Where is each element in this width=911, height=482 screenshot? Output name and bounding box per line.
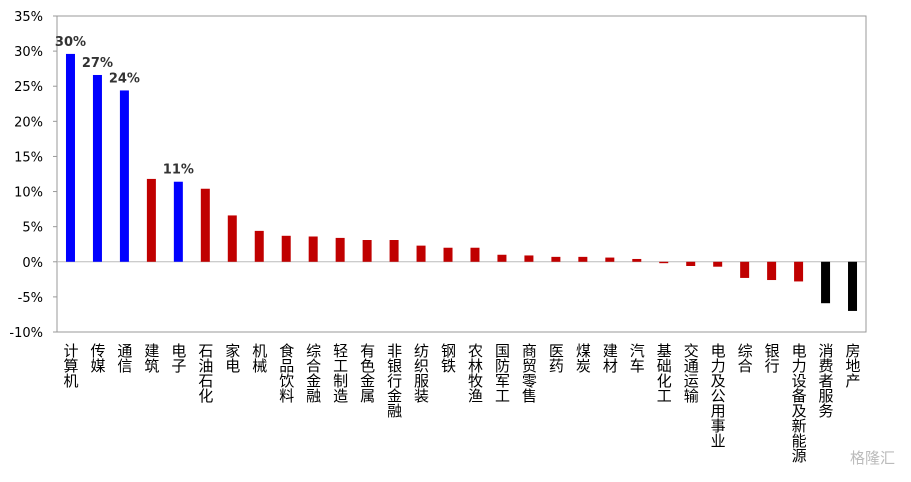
bar: [173, 181, 183, 262]
y-tick-label: 35%: [14, 10, 43, 25]
bar: [848, 261, 858, 311]
x-tick-label: 建筑: [142, 343, 160, 374]
y-tick-label: -10%: [9, 326, 43, 341]
bar: [821, 261, 831, 304]
y-tick-label: 15%: [14, 150, 43, 165]
x-tick-label: 交通运输: [682, 342, 700, 403]
bar: [524, 255, 534, 262]
bar: [497, 254, 507, 262]
bar: [227, 215, 237, 262]
bar: [308, 236, 318, 262]
bar: [416, 245, 426, 262]
x-tick-label: 电力设备及新能源: [790, 343, 808, 463]
bar: [470, 247, 480, 262]
value-label: 24%: [109, 71, 140, 86]
plot-frame: [56, 15, 867, 333]
bar: [335, 237, 345, 262]
x-tick-label: 综合金融: [304, 343, 322, 403]
x-tick-label: 商贸零售: [520, 343, 538, 403]
x-tick-label: 医药: [547, 343, 565, 374]
bar: [794, 261, 804, 282]
bar: [146, 178, 156, 262]
x-tick-label: 家电: [223, 343, 241, 373]
bar: [551, 256, 561, 262]
x-tick-label: 食品饮料: [277, 343, 295, 403]
bar: [443, 247, 453, 262]
y-tick-label: 10%: [14, 186, 43, 201]
x-tick-label: 房地产: [844, 343, 862, 388]
bar: [578, 256, 588, 262]
bar: [713, 261, 723, 267]
x-tick-label: 纺织服装: [412, 343, 430, 403]
x-tick-label: 计算机: [61, 343, 79, 389]
y-tick-label: 5%: [22, 221, 43, 236]
y-tick-label: 30%: [14, 45, 43, 60]
bar: [740, 261, 750, 278]
x-tick-label: 国防军工: [493, 343, 511, 403]
bar: [65, 53, 75, 262]
bar: [659, 261, 669, 264]
y-tick-label: 25%: [14, 80, 43, 95]
x-tick-label: 非银行金融: [385, 343, 403, 418]
watermark: 格隆汇: [850, 449, 895, 467]
x-tick-label: 通信: [115, 343, 133, 373]
bar: [200, 188, 210, 262]
x-tick-label: 钢铁: [439, 343, 457, 373]
y-tick-label: -5%: [18, 291, 43, 306]
x-tick-label: 石油石化: [196, 343, 214, 403]
x-tick-label: 消费者服务: [817, 343, 835, 419]
x-tick-label: 轻工制造: [331, 343, 349, 404]
x-tick-label: 电子: [169, 343, 187, 373]
y-tick-label: 0%: [22, 256, 43, 271]
bar: [362, 240, 372, 262]
x-tick-label: 机械: [250, 343, 268, 373]
bar: [281, 235, 291, 262]
x-tick-label: 煤炭: [574, 343, 592, 373]
x-tick-label: 建材: [601, 343, 619, 373]
x-tick-label: 银行: [763, 343, 781, 374]
bar: [119, 90, 129, 262]
y-tick-label: 20%: [14, 115, 43, 130]
bar: [686, 261, 696, 266]
x-tick-label: 综合: [736, 343, 754, 373]
x-tick-label: 电力及公用事业: [709, 343, 727, 448]
bar: [632, 258, 642, 262]
bar: [767, 261, 777, 281]
value-label: 11%: [163, 163, 194, 178]
bar: [254, 230, 264, 262]
bar: [389, 240, 399, 262]
bar: [92, 74, 102, 262]
x-tick-label: 农林牧渔: [466, 343, 484, 403]
value-label: 27%: [82, 56, 113, 71]
x-tick-label: 传媒: [88, 343, 106, 373]
x-tick-label: 基础化工: [655, 343, 673, 403]
x-tick-label: 有色金属: [358, 343, 376, 403]
bar: [605, 257, 615, 262]
x-tick-label: 汽车: [628, 343, 646, 373]
value-label: 30%: [55, 35, 86, 50]
